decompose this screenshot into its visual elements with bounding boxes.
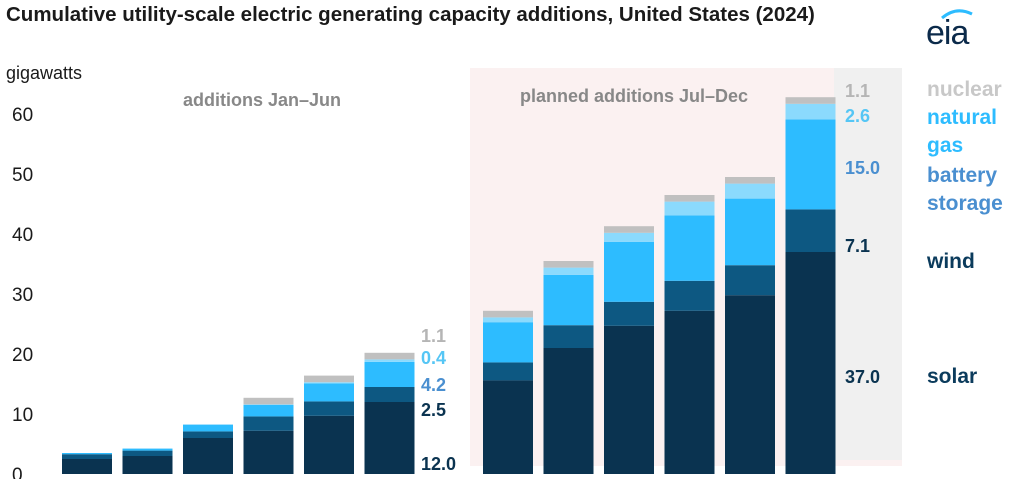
- bar-segment-battery-storage: [304, 383, 354, 402]
- legend-entry-wind: wind: [926, 250, 975, 273]
- bar-segment-solar: [304, 415, 354, 474]
- legend-entry-natural-gas: natural gas: [927, 106, 997, 157]
- legend-entry-nuclear: nuclear: [927, 78, 1002, 101]
- bar-segment-natural-gas: [604, 232, 654, 242]
- bar-segment-nuclear: [364, 352, 415, 360]
- bar-segment-wind: [183, 431, 233, 438]
- data-label-nuclear: 1.1: [845, 81, 870, 101]
- bar-segment-battery-storage: [604, 241, 654, 302]
- bar-segment-battery-storage: [243, 405, 294, 417]
- bar-segment-battery-storage: [183, 424, 233, 432]
- bar-segment-wind: [122, 450, 173, 456]
- bar-segment-natural-gas: [183, 424, 233, 425]
- bar-segment-nuclear: [604, 226, 654, 233]
- chart-title: Cumulative utility-scale electric genera…: [6, 3, 815, 26]
- bar-segment-wind: [364, 387, 415, 402]
- bar-segment-solar: [725, 295, 775, 474]
- bar-segment-battery-storage: [62, 453, 112, 455]
- bar-segment-nuclear: [785, 97, 836, 104]
- bar-segment-natural-gas: [785, 103, 836, 120]
- bar-segment-wind: [725, 265, 775, 296]
- data-label-natural-gas: 2.6: [845, 106, 870, 126]
- eia-logo: eia: [922, 4, 988, 50]
- legend-entry-solar: solar: [927, 365, 977, 388]
- bar-segment-solar: [604, 325, 654, 474]
- bar-segment-nuclear: [725, 177, 775, 184]
- y-tick-label: 0: [12, 465, 23, 479]
- bar-segment-solar: [483, 380, 533, 474]
- logo-arc-icon: [941, 9, 973, 20]
- bar-segment-nuclear: [304, 375, 354, 383]
- data-label-battery-storage: 15.0: [845, 158, 880, 178]
- bar-segment-wind: [543, 325, 594, 348]
- legend-entry-battery-storage: battery storage: [927, 164, 1003, 215]
- bar-segment-wind: [243, 416, 294, 431]
- bar-segment-battery-storage: [725, 198, 775, 266]
- bar-segment-nuclear: [543, 261, 594, 268]
- y-axis-label: gigawatts: [6, 63, 82, 83]
- y-tick-label: 60: [12, 105, 33, 126]
- bar-segment-solar: [243, 430, 294, 474]
- period-label-jan-jun: additions Jan–Jun: [183, 90, 341, 110]
- bar-segment-battery-storage: [483, 322, 533, 363]
- bar-segment-nuclear: [483, 310, 533, 318]
- bar-segment-natural-gas: [543, 267, 594, 275]
- y-tick-label: 10: [12, 405, 33, 426]
- bar-segment-wind: [785, 209, 836, 252]
- bar-segment-battery-storage: [122, 448, 173, 451]
- bar-segment-natural-gas: [364, 359, 415, 362]
- data-label-solar: 12.0: [421, 454, 456, 474]
- bar-segment-solar: [62, 459, 112, 474]
- y-tick-label: 30: [12, 285, 33, 306]
- data-label-battery-storage: 4.2: [421, 375, 446, 395]
- data-label-natural-gas: 0.4: [421, 348, 446, 368]
- bar-segment-battery-storage: [785, 119, 836, 210]
- bar-segment-natural-gas: [243, 404, 294, 405]
- bar-segment-wind: [664, 280, 715, 311]
- bar-segment-wind: [483, 362, 533, 381]
- y-tick-label: 20: [12, 345, 33, 366]
- data-label-wind: 2.5: [421, 400, 446, 420]
- bar-segment-solar: [664, 310, 715, 474]
- bar-segment-solar: [543, 348, 594, 474]
- y-tick-label: 50: [12, 165, 33, 186]
- bar-segment-battery-storage: [364, 361, 415, 387]
- bar-segment-nuclear: [664, 195, 715, 202]
- bar-segment-wind: [304, 401, 354, 416]
- logo-text: eia: [926, 14, 969, 52]
- bar-segment-natural-gas: [304, 382, 354, 384]
- bar-segment-solar: [785, 252, 836, 474]
- data-label-nuclear: 1.1: [421, 326, 446, 346]
- period-label-jul-dec: planned additions Jul–Dec: [520, 86, 748, 106]
- bar-segment-wind: [62, 454, 112, 459]
- data-label-wind: 7.1: [845, 236, 870, 256]
- bar-segment-natural-gas: [725, 183, 775, 199]
- bar-segment-solar: [122, 456, 173, 474]
- bar-segment-battery-storage: [543, 274, 594, 326]
- bar-segment-natural-gas: [483, 317, 533, 323]
- y-tick-label: 40: [12, 225, 33, 246]
- bar-segment-nuclear: [243, 397, 294, 405]
- label-column-shading: [834, 68, 902, 460]
- bar-segment-wind: [604, 301, 654, 326]
- bar-segment-solar: [183, 438, 233, 474]
- bar-segment-battery-storage: [664, 215, 715, 281]
- bar-segment-natural-gas: [122, 448, 173, 449]
- bar-segment-solar: [364, 402, 415, 474]
- bar-segment-natural-gas: [664, 201, 715, 216]
- data-label-solar: 37.0: [845, 367, 880, 387]
